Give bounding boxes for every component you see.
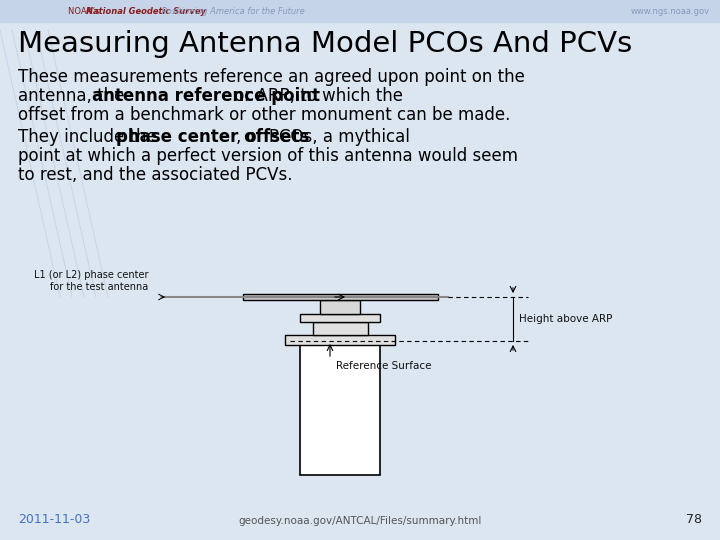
Text: L1 (or L2) phase center
for the test antenna: L1 (or L2) phase center for the test ant… — [34, 271, 148, 292]
Bar — [313, 322, 368, 335]
Text: , or PCOs, a mythical: , or PCOs, a mythical — [236, 128, 410, 146]
Text: www.ngs.noaa.gov: www.ngs.noaa.gov — [631, 6, 710, 16]
Text: These measurements reference an agreed upon point on the: These measurements reference an agreed u… — [18, 68, 525, 86]
Text: Positioning America for the Future: Positioning America for the Future — [159, 6, 305, 16]
Text: phase center offsets: phase center offsets — [116, 128, 310, 146]
Bar — [285, 335, 395, 345]
Text: geodesy.noaa.gov/ANTCAL/Files/summary.html: geodesy.noaa.gov/ANTCAL/Files/summary.ht… — [238, 516, 482, 526]
Text: 2011-11-03: 2011-11-03 — [18, 513, 90, 526]
Text: 78: 78 — [686, 513, 702, 526]
Text: offset from a benchmark or other monument can be made.: offset from a benchmark or other monumen… — [18, 106, 510, 124]
Text: antenna, the: antenna, the — [18, 87, 130, 105]
Bar — [320, 300, 360, 314]
Bar — [0, 0, 720, 22]
Text: National Geodetic Survey: National Geodetic Survey — [86, 6, 206, 16]
Bar — [243, 294, 438, 300]
Bar — [300, 314, 380, 322]
Text: They include the: They include the — [18, 128, 162, 146]
Text: Measuring Antenna Model PCOs And PCVs: Measuring Antenna Model PCOs And PCVs — [18, 30, 632, 58]
Text: or ARP, to which the: or ARP, to which the — [229, 87, 403, 105]
Text: NOAA’s: NOAA’s — [68, 6, 102, 16]
Text: Reference Surface: Reference Surface — [336, 361, 431, 371]
Text: to rest, and the associated PCVs.: to rest, and the associated PCVs. — [18, 166, 292, 184]
Text: antenna reference point: antenna reference point — [92, 87, 320, 105]
Bar — [300, 345, 380, 475]
Text: Height above ARP: Height above ARP — [519, 314, 613, 324]
Text: point at which a perfect version of this antenna would seem: point at which a perfect version of this… — [18, 147, 518, 165]
